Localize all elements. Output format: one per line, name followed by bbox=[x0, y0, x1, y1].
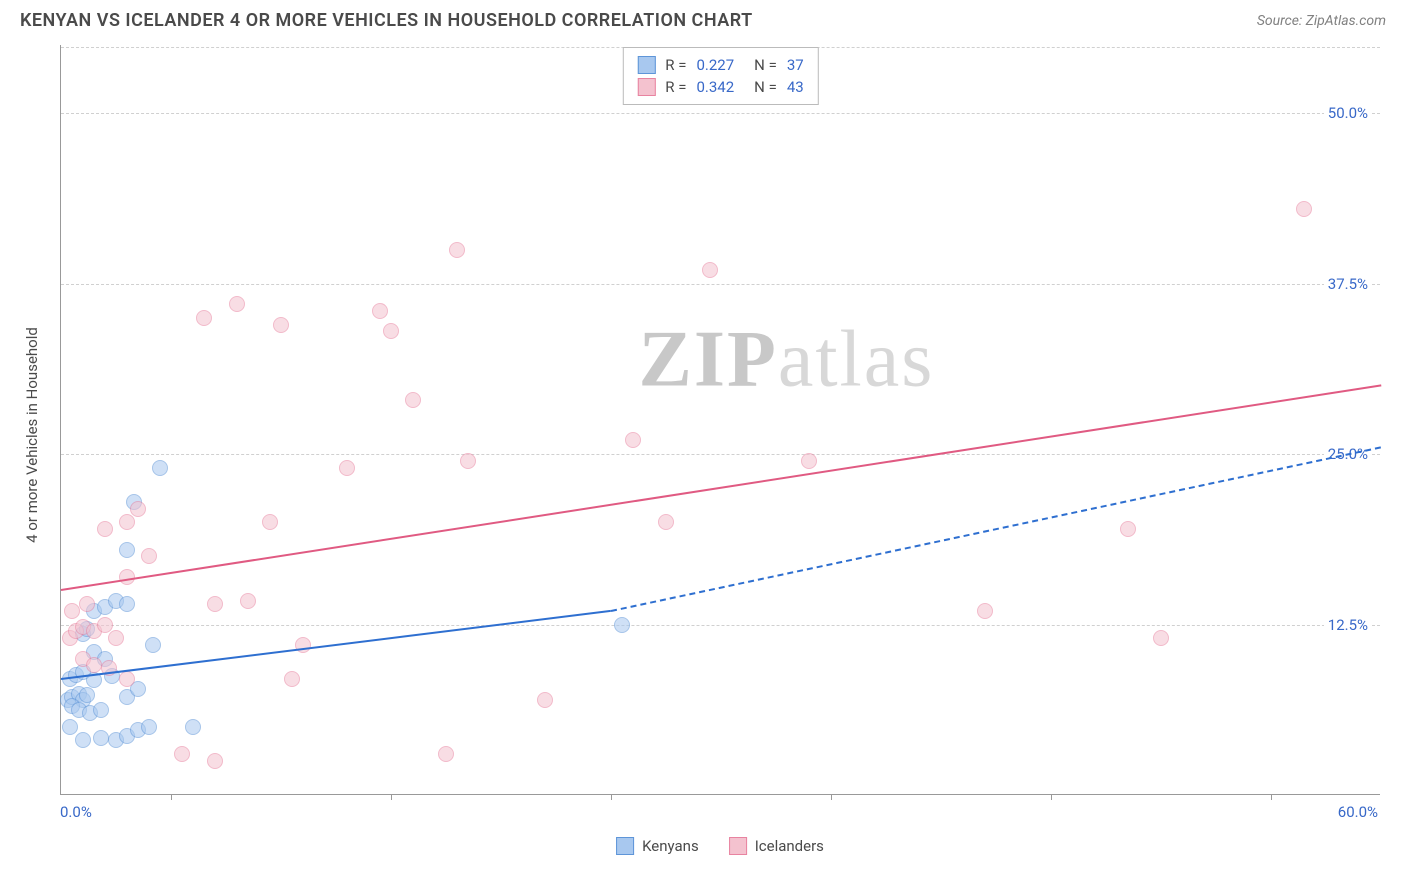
legend-r-label: R = bbox=[665, 78, 686, 96]
data-point bbox=[537, 692, 553, 708]
legend-swatch bbox=[729, 837, 747, 855]
data-point bbox=[97, 521, 113, 537]
x-axis-origin-label: 0.0% bbox=[60, 803, 92, 821]
gridline bbox=[61, 454, 1380, 455]
data-point bbox=[658, 514, 674, 530]
x-tick bbox=[611, 794, 612, 800]
data-point bbox=[614, 617, 630, 633]
legend-swatch bbox=[637, 78, 655, 96]
data-point bbox=[97, 617, 113, 633]
legend-n-value: 43 bbox=[787, 78, 804, 96]
data-point bbox=[93, 702, 109, 718]
data-point bbox=[1296, 201, 1312, 217]
data-point bbox=[702, 262, 718, 278]
x-tick bbox=[391, 794, 392, 800]
data-point bbox=[119, 542, 135, 558]
y-tick-label: 50.0% bbox=[1324, 104, 1372, 122]
legend-row: R = 0.342 N = 43 bbox=[637, 76, 803, 98]
data-point bbox=[141, 719, 157, 735]
data-point bbox=[152, 460, 168, 476]
legend-r-value: 0.342 bbox=[696, 78, 734, 96]
data-point bbox=[207, 753, 223, 769]
data-point bbox=[64, 603, 80, 619]
data-point bbox=[1120, 521, 1136, 537]
y-tick-label: 12.5% bbox=[1324, 616, 1372, 634]
legend-item: Kenyans bbox=[616, 837, 699, 855]
y-tick-label: 37.5% bbox=[1324, 275, 1372, 293]
legend-row: R = 0.227 N = 37 bbox=[637, 54, 803, 76]
data-point bbox=[145, 637, 161, 653]
gridline bbox=[61, 625, 1380, 626]
legend-r-label: R = bbox=[665, 56, 686, 74]
data-point bbox=[284, 671, 300, 687]
data-point bbox=[273, 317, 289, 333]
legend-n-value: 37 bbox=[787, 56, 804, 74]
data-point bbox=[130, 501, 146, 517]
data-point bbox=[262, 514, 278, 530]
data-point bbox=[207, 596, 223, 612]
data-point bbox=[438, 746, 454, 762]
y-axis-label: 4 or more Vehicles in Household bbox=[23, 327, 41, 543]
plot-area: ZIPatlas R = 0.227 N = 37 R = 0.342 N = 43 12.5… bbox=[60, 45, 1380, 795]
data-point bbox=[185, 719, 201, 735]
data-point bbox=[339, 460, 355, 476]
gridline bbox=[61, 113, 1380, 114]
trend-line bbox=[611, 446, 1381, 612]
data-point bbox=[141, 548, 157, 564]
data-point bbox=[625, 432, 641, 448]
data-point bbox=[372, 303, 388, 319]
data-point bbox=[977, 603, 993, 619]
data-point bbox=[119, 596, 135, 612]
gridline bbox=[61, 284, 1380, 285]
data-point bbox=[229, 296, 245, 312]
data-point bbox=[174, 746, 190, 762]
data-point bbox=[108, 630, 124, 646]
x-tick bbox=[1051, 794, 1052, 800]
chart-title: KENYAN VS ICELANDER 4 OR MORE VEHICLES I… bbox=[20, 10, 753, 31]
chart-container: 4 or more Vehicles in Household ZIPatlas… bbox=[50, 45, 1390, 825]
data-point bbox=[93, 730, 109, 746]
data-point bbox=[86, 657, 102, 673]
legend-item: Icelanders bbox=[729, 837, 824, 855]
x-tick bbox=[1271, 794, 1272, 800]
data-point bbox=[75, 732, 91, 748]
data-point bbox=[449, 242, 465, 258]
legend-swatch bbox=[637, 56, 655, 74]
legend-label: Kenyans bbox=[642, 837, 699, 855]
data-point bbox=[196, 310, 212, 326]
data-point bbox=[460, 453, 476, 469]
legend-r-value: 0.227 bbox=[696, 56, 734, 74]
series-legend: Kenyans Icelanders bbox=[616, 837, 824, 855]
data-point bbox=[79, 596, 95, 612]
data-point bbox=[62, 719, 78, 735]
x-tick bbox=[831, 794, 832, 800]
legend-n-label: N = bbox=[754, 78, 777, 96]
data-point bbox=[119, 671, 135, 687]
source-attribution: Source: ZipAtlas.com bbox=[1257, 13, 1386, 29]
correlation-legend: R = 0.227 N = 37 R = 0.342 N = 43 bbox=[622, 47, 818, 105]
data-point bbox=[240, 593, 256, 609]
data-point bbox=[405, 392, 421, 408]
legend-n-label: N = bbox=[754, 56, 777, 74]
data-point bbox=[119, 514, 135, 530]
data-point bbox=[383, 323, 399, 339]
trend-line bbox=[61, 610, 611, 680]
data-point bbox=[801, 453, 817, 469]
data-point bbox=[1153, 630, 1169, 646]
watermark: ZIPatlas bbox=[638, 314, 934, 405]
data-point bbox=[79, 687, 95, 703]
legend-swatch bbox=[616, 837, 634, 855]
x-axis-max-label: 60.0% bbox=[1338, 803, 1378, 821]
legend-label: Icelanders bbox=[755, 837, 824, 855]
x-tick bbox=[171, 794, 172, 800]
